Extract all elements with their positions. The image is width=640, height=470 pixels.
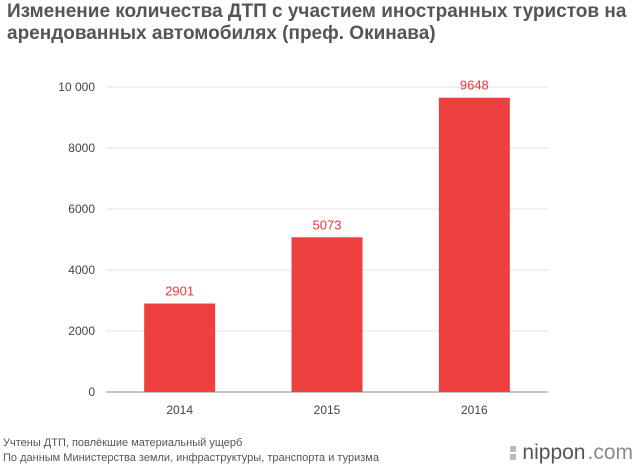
brand-name: nippon [522,441,586,464]
nippon-logo[interactable]: nippon .com [510,440,633,466]
footnote-damage: Учтены ДТП, повлёкшие материальный ущерб [3,437,243,449]
data-label-2016: 9648 [460,78,489,93]
footnote-source: По данным Министерства земли, инфраструк… [3,452,379,464]
y-tick-label: 8000 [68,141,95,155]
y-tick-label: 0 [88,385,95,399]
bar-2014 [144,303,216,392]
y-tick-label: 2000 [68,324,95,338]
y-tick-label: 10 000 [58,80,95,94]
data-labels: 2901 5073 9648 [165,78,489,299]
footnotes: Учтены ДТП, повлёкшие материальный ущерб… [3,436,473,466]
y-tick-label: 4000 [68,263,95,277]
x-tick-label-2015: 2015 [314,403,341,417]
data-label-2015: 5073 [313,217,342,232]
x-axis-ticks: 2014 2015 2016 [166,403,488,417]
nippon-logo-icon [510,446,517,460]
x-tick-label-2016: 2016 [461,403,488,417]
bar-2016 [438,97,510,393]
bars [144,97,510,393]
brand-suffix: .com [587,441,633,464]
y-axis-ticks: 0 2000 4000 6000 8000 10 000 [58,80,95,399]
x-tick-label-2014: 2014 [166,403,193,417]
data-label-2014: 2901 [165,284,194,299]
bar-2015 [291,237,363,392]
chart-title: Изменение количества ДТП с участием инос… [7,1,627,44]
y-tick-label: 6000 [68,202,95,216]
